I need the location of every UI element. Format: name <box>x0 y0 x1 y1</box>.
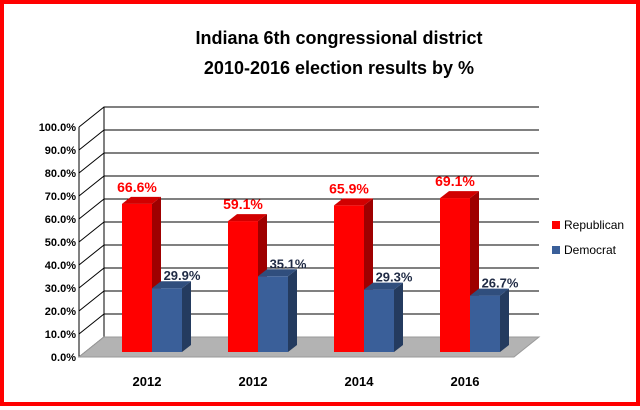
bar-top-face <box>258 269 297 277</box>
y-tick-label: 20.0% <box>45 306 76 318</box>
bar-top-face <box>440 191 479 199</box>
gridline <box>78 106 539 128</box>
bar-top-face <box>228 214 267 222</box>
chart-title-line-1: Indiana 6th congressional district <box>195 28 482 48</box>
bar-front-face <box>440 198 470 352</box>
x-category-label: 2014 <box>345 374 375 389</box>
bar-side-face <box>182 281 191 352</box>
legend-label-republican: Republican <box>564 218 624 232</box>
bar-front-face <box>334 205 364 352</box>
y-tick-label: 40.0% <box>45 260 76 272</box>
legend-label-democrat: Democrat <box>564 243 617 257</box>
data-label-republican: 65.9% <box>329 180 369 196</box>
bar-top-face <box>470 288 509 296</box>
y-tick-label: 10.0% <box>45 329 76 341</box>
x-axis-categories: 2012 2012 2014 2016 <box>133 374 480 389</box>
bars <box>122 191 509 352</box>
data-label-republican: 66.6% <box>117 179 157 195</box>
legend-swatch-democrat <box>552 246 560 254</box>
chart-floor <box>77 336 541 358</box>
bar-top-face <box>122 196 161 204</box>
data-label-republican: 59.1% <box>223 196 263 212</box>
data-label-democrat: 35.1% <box>270 256 307 271</box>
bar-top-face <box>152 281 191 289</box>
x-category-label: 2012 <box>133 374 162 389</box>
x-category-label: 2016 <box>451 374 480 389</box>
data-label-democrat: 29.9% <box>164 268 201 283</box>
gridlines <box>78 106 539 358</box>
y-tick-label: 0.0% <box>51 352 76 364</box>
bar-democrat <box>364 282 403 352</box>
bar-democrat <box>470 288 509 352</box>
bar-democrat <box>258 269 297 352</box>
legend-swatch-republican <box>552 221 560 229</box>
bar-front-face <box>228 221 258 352</box>
bar-top-face <box>334 198 373 206</box>
chart-title-line-2: 2010-2016 election results by % <box>204 58 474 78</box>
bar-side-face <box>394 282 403 352</box>
data-label-republican: 69.1% <box>435 173 475 189</box>
y-tick-label: 50.0% <box>45 237 76 249</box>
data-labels: 66.6% 29.9% 59.1% 35.1% 65.9% 29.3% 69.1% 26.7% <box>117 173 519 291</box>
y-tick-label: 80.0% <box>45 168 76 180</box>
y-tick-label: 100.0% <box>39 122 77 134</box>
bar-side-face <box>288 269 297 352</box>
bar-front-face <box>152 288 182 352</box>
legend: Republican Democrat <box>552 218 624 257</box>
floor-plane <box>77 336 541 358</box>
bar-front-face <box>258 276 288 352</box>
gridline <box>78 152 539 174</box>
data-label-democrat: 26.7% <box>482 276 519 291</box>
x-category-label: 2012 <box>239 374 268 389</box>
y-axis-ticks: 0.0% 10.0% 20.0% 30.0% 40.0% 50.0% 60.0% 70.0% 8… <box>39 122 77 364</box>
y-tick-label: 70.0% <box>45 191 76 203</box>
bar-front-face <box>122 203 152 352</box>
bar-chart: Indiana 6th congressional district 2010-… <box>39 28 624 389</box>
gridline <box>78 129 539 151</box>
bar-democrat <box>152 281 191 352</box>
y-tick-label: 60.0% <box>45 214 76 226</box>
y-tick-label: 90.0% <box>45 145 76 157</box>
bar-side-face <box>500 288 509 352</box>
y-tick-label: 30.0% <box>45 283 76 295</box>
bar-front-face <box>470 295 500 352</box>
data-label-democrat: 29.3% <box>376 270 413 285</box>
bar-front-face <box>364 289 394 352</box>
bar-top-face <box>364 282 403 290</box>
